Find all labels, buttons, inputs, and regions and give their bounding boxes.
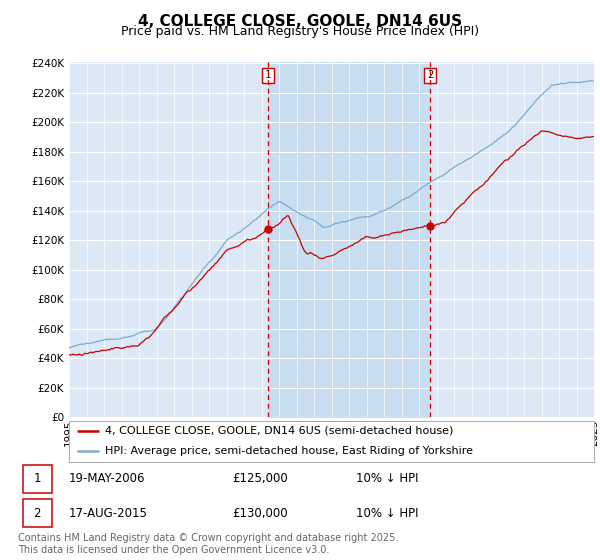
Text: £125,000: £125,000: [232, 473, 288, 486]
FancyBboxPatch shape: [23, 465, 52, 493]
Text: 17-AUG-2015: 17-AUG-2015: [69, 507, 148, 520]
Text: 19-MAY-2006: 19-MAY-2006: [69, 473, 145, 486]
FancyBboxPatch shape: [23, 499, 52, 528]
Text: 10% ↓ HPI: 10% ↓ HPI: [356, 507, 419, 520]
Text: 1: 1: [34, 473, 41, 486]
Text: HPI: Average price, semi-detached house, East Riding of Yorkshire: HPI: Average price, semi-detached house,…: [105, 446, 473, 455]
Text: Contains HM Land Registry data © Crown copyright and database right 2025.
This d: Contains HM Land Registry data © Crown c…: [18, 533, 398, 555]
Text: Price paid vs. HM Land Registry's House Price Index (HPI): Price paid vs. HM Land Registry's House …: [121, 25, 479, 38]
Text: 2: 2: [34, 507, 41, 520]
Text: £130,000: £130,000: [232, 507, 288, 520]
Text: 2: 2: [427, 71, 433, 81]
Text: 4, COLLEGE CLOSE, GOOLE, DN14 6US (semi-detached house): 4, COLLEGE CLOSE, GOOLE, DN14 6US (semi-…: [105, 426, 453, 436]
Text: 4, COLLEGE CLOSE, GOOLE, DN14 6US: 4, COLLEGE CLOSE, GOOLE, DN14 6US: [138, 14, 462, 29]
Text: 10% ↓ HPI: 10% ↓ HPI: [356, 473, 419, 486]
Text: 1: 1: [265, 71, 271, 81]
